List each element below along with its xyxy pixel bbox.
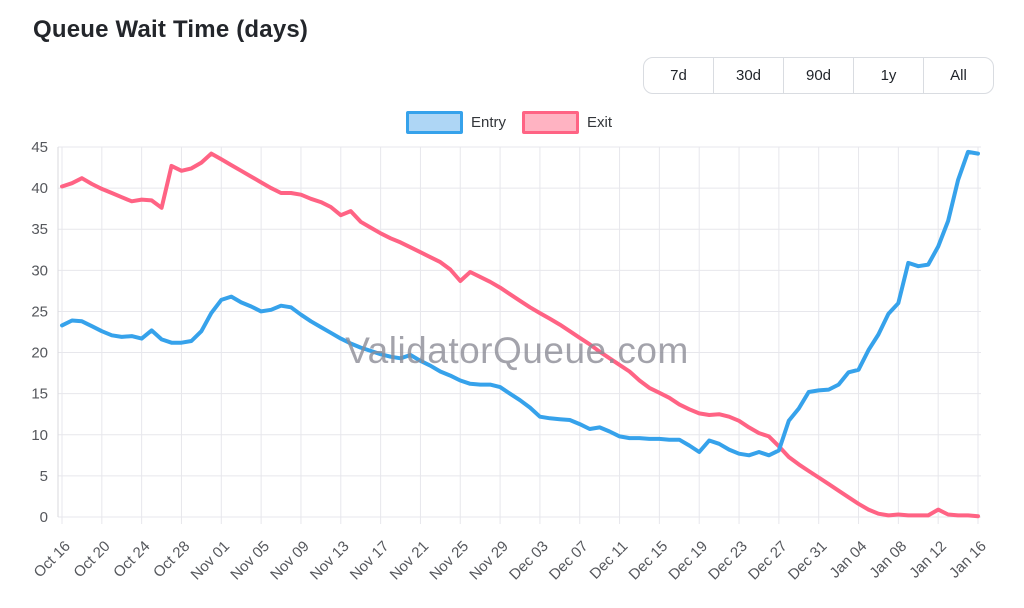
range-button-7d[interactable]: 7d (643, 57, 714, 94)
svg-text:Dec 31: Dec 31 (785, 538, 831, 584)
svg-text:10: 10 (31, 427, 48, 444)
svg-text:Nov 17: Nov 17 (347, 538, 393, 584)
svg-text:Dec 07: Dec 07 (546, 538, 592, 584)
page-title: Queue Wait Time (days) (33, 16, 309, 43)
time-range-selector: 7d 30d 90d 1y All (643, 57, 994, 94)
svg-text:Nov 01: Nov 01 (188, 538, 234, 584)
svg-text:Jan 08: Jan 08 (866, 538, 910, 582)
svg-text:Dec 11: Dec 11 (587, 538, 632, 583)
entry-line (60, 149, 980, 458)
svg-text:Dec 27: Dec 27 (745, 538, 791, 584)
svg-text:Oct 24: Oct 24 (110, 538, 153, 581)
svg-text:Nov 29: Nov 29 (466, 538, 512, 584)
svg-text:Jan 04: Jan 04 (826, 538, 870, 582)
legend-label-entry: Entry (471, 114, 507, 131)
y-axis-labels: 0 5 10 15 20 25 30 35 40 45 (31, 139, 48, 526)
svg-text:Nov 09: Nov 09 (267, 538, 313, 584)
svg-text:Nov 21: Nov 21 (387, 538, 433, 584)
gridlines (58, 146, 981, 524)
svg-text:35: 35 (31, 221, 48, 238)
svg-text:Jan 12: Jan 12 (906, 538, 950, 582)
svg-text:Oct 20: Oct 20 (70, 538, 113, 581)
svg-text:45: 45 (31, 139, 48, 156)
range-button-all[interactable]: All (923, 57, 994, 94)
svg-text:Dec 23: Dec 23 (705, 538, 751, 584)
svg-text:5: 5 (40, 468, 48, 485)
svg-text:Oct 16: Oct 16 (31, 538, 74, 581)
legend-item-entry[interactable]: Entry (406, 111, 506, 134)
legend-label-exit: Exit (587, 114, 613, 131)
range-button-90d[interactable]: 90d (783, 57, 854, 94)
svg-text:30: 30 (31, 262, 48, 279)
svg-text:0: 0 (40, 509, 48, 526)
svg-text:Nov 05: Nov 05 (227, 538, 273, 584)
svg-text:Dec 03: Dec 03 (506, 538, 552, 584)
svg-text:15: 15 (31, 386, 48, 403)
svg-text:Nov 25: Nov 25 (426, 538, 472, 584)
svg-text:20: 20 (31, 345, 48, 362)
svg-text:Nov 13: Nov 13 (307, 538, 353, 584)
svg-text:Dec 19: Dec 19 (665, 538, 711, 584)
svg-text:Jan 16: Jan 16 (946, 538, 990, 582)
legend-item-exit[interactable]: Exit (522, 111, 612, 134)
exit-line (60, 151, 980, 519)
legend-swatch-exit (522, 111, 580, 134)
svg-text:40: 40 (31, 180, 48, 197)
svg-text:25: 25 (31, 303, 48, 320)
chart-legend: Entry Exit (406, 111, 612, 134)
svg-text:Dec 15: Dec 15 (626, 538, 672, 584)
svg-text:Oct 28: Oct 28 (150, 538, 193, 581)
legend-swatch-entry (406, 111, 463, 134)
